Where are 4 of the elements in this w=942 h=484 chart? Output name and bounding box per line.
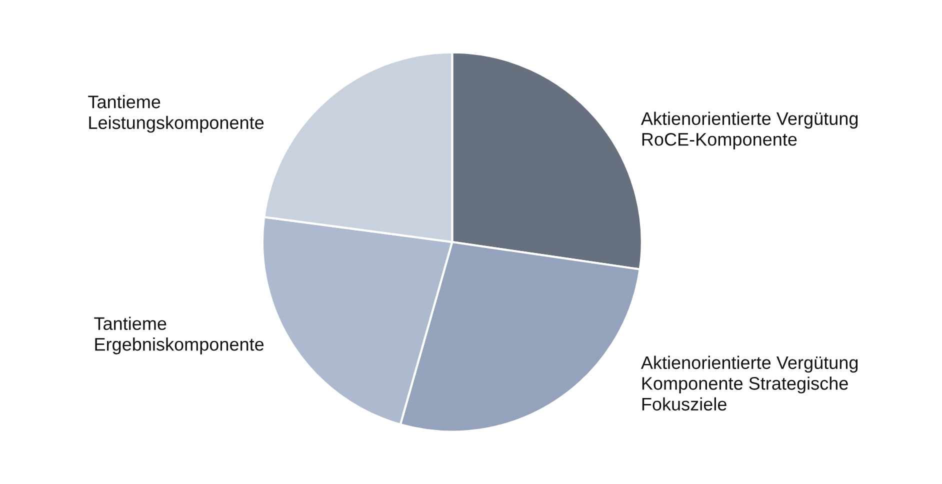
slice-label: Aktienorientierte Vergütung RoCE-Komponente [640, 112, 858, 150]
slice-label: Tantieme Leistungskomponente [88, 95, 264, 133]
slice-label: Tantieme Ergebniskomponente [94, 316, 264, 354]
slice-label: Aktienorientierte Vergütung Komponente Strategische Fokusziele [640, 356, 858, 411]
